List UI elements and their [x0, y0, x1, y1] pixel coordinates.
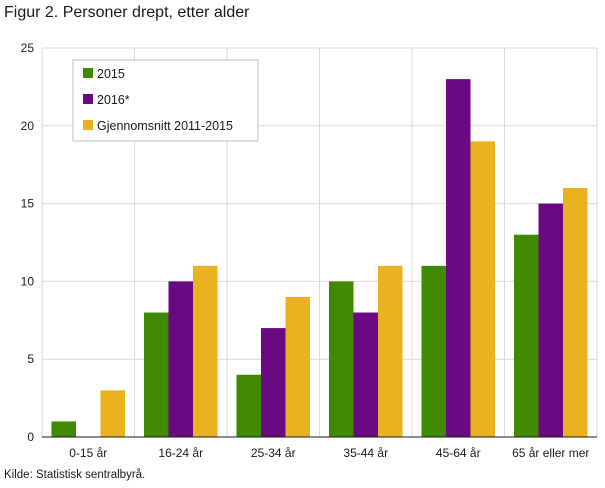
legend-label: 2015: [97, 67, 125, 81]
bar: [236, 374, 261, 437]
bar: [261, 328, 286, 437]
legend-box: [72, 59, 259, 142]
x-axis-ticks: 0-15 år 16-24 år 25-34 år 35-44 år 45-64 år 6…: [69, 446, 589, 460]
y-tick-label: 25: [21, 41, 35, 55]
x-tick-label: 0-15 år: [69, 446, 107, 460]
x-tick-label: 65 år eller mer: [512, 446, 589, 460]
bar: [446, 79, 471, 438]
bar: [353, 312, 378, 437]
legend: 2015 2016* Gjennomsnitt 2011-2015: [72, 59, 259, 142]
bar: [421, 265, 446, 437]
y-tick-label: 0: [27, 430, 34, 444]
bar: [193, 265, 218, 437]
bar: [563, 188, 588, 437]
x-tick-label: 16-24 år: [158, 446, 203, 460]
bar: [100, 390, 125, 437]
y-axis-ticks: 0 5 10 15 20 25: [21, 41, 35, 444]
bar: [168, 281, 193, 437]
legend-label: 2016*: [97, 93, 130, 107]
legend-swatch: [83, 120, 93, 130]
bar: [470, 141, 495, 438]
source-note: Kilde: Statistisk sentralbyrå.: [4, 469, 146, 481]
bar: [144, 312, 169, 437]
bar: [538, 203, 563, 437]
legend-swatch: [83, 68, 93, 78]
bar: [51, 421, 76, 437]
y-tick-label: 5: [27, 352, 34, 366]
y-tick-label: 15: [21, 197, 35, 211]
grid-lines: [41, 47, 598, 437]
x-tick-label: 35-44 år: [343, 446, 388, 460]
chart-title: Figur 2. Personer drept, etter alder: [4, 4, 250, 21]
bar: [378, 265, 403, 437]
bar: [514, 234, 539, 437]
x-tick-label: 25-34 år: [251, 446, 296, 460]
y-tick-label: 20: [21, 119, 35, 133]
y-tick-label: 10: [21, 274, 35, 288]
bars: [51, 79, 588, 438]
legend-swatch: [83, 94, 93, 104]
legend-label: Gjennomsnitt 2011-2015: [97, 119, 233, 133]
bar: [329, 281, 354, 437]
bar: [285, 296, 310, 437]
x-tick-label: 45-64 år: [436, 446, 481, 460]
